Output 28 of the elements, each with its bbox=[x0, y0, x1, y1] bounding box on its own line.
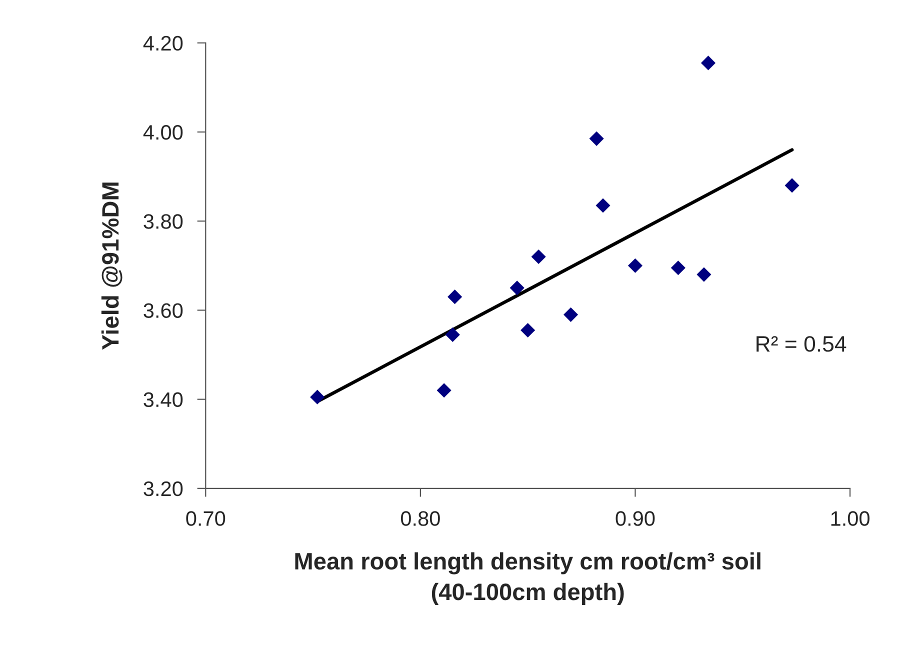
point bbox=[510, 280, 524, 296]
x-tick-label: 0.70 bbox=[186, 511, 226, 526]
point bbox=[531, 249, 546, 264]
y-tick-label: 3.20 bbox=[144, 481, 183, 496]
x-axis-title: Mean root length density cm root/cm³ soil (40-100cm depth) bbox=[295, 552, 760, 605]
point bbox=[670, 260, 686, 276]
x-tick-label: 0.90 bbox=[616, 511, 655, 526]
point bbox=[310, 390, 325, 404]
point bbox=[445, 327, 460, 342]
point bbox=[696, 267, 712, 282]
point bbox=[596, 198, 610, 213]
annotation: R² = 0.54 bbox=[756, 336, 846, 352]
y-tick-label: 4.00 bbox=[143, 125, 183, 140]
x-tick-label: 0.80 bbox=[400, 511, 440, 526]
point bbox=[564, 307, 578, 322]
x-tick-label: 1.00 bbox=[831, 511, 870, 526]
y-axis-title: Yield @91%DM bbox=[101, 182, 122, 350]
point bbox=[628, 258, 643, 273]
y-tick-label: 3.60 bbox=[144, 303, 183, 318]
point bbox=[448, 290, 462, 304]
point bbox=[589, 131, 604, 146]
y-tick-label: 3.80 bbox=[144, 214, 183, 229]
point bbox=[520, 322, 536, 338]
point bbox=[700, 56, 716, 70]
y-tick-label: 4.20 bbox=[143, 36, 183, 51]
y-tick-label: 3.40 bbox=[144, 392, 183, 408]
point bbox=[784, 178, 800, 193]
point bbox=[436, 383, 452, 398]
